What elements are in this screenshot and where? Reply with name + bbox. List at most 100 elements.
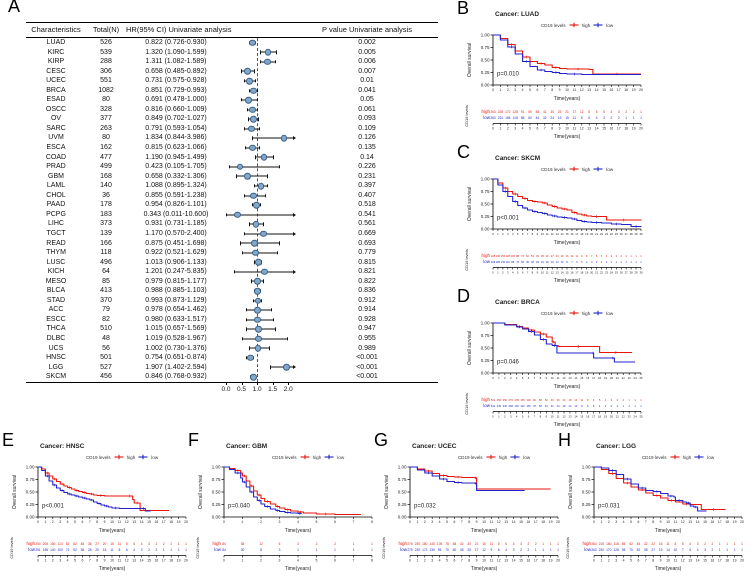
legend-item-label: low [606,166,614,172]
svg-text:4: 4 [611,110,613,114]
svg-text:3: 3 [510,415,512,419]
svg-text:15: 15 [565,232,569,236]
svg-text:17: 17 [534,520,538,524]
x-axis-label: Time(years) [99,528,126,534]
hr-point [234,211,241,218]
svg-text:20: 20 [95,548,99,552]
p-value: 0.002 [358,39,376,47]
svg-text:8: 8 [675,542,677,546]
risk-row-label: high [481,109,490,114]
svg-text:7: 7 [544,127,546,131]
svg-text:6: 6 [133,542,135,546]
hr-point [264,49,272,56]
svg-text:13: 13 [569,404,572,408]
svg-text:14: 14 [574,398,577,402]
p-value: 0.693 [358,239,376,247]
svg-text:16: 16 [659,542,663,546]
svg-text:220: 220 [599,548,605,552]
svg-text:1: 1 [630,260,632,264]
svg-text:450: 450 [497,398,502,402]
svg-text:172: 172 [505,110,511,114]
svg-text:8: 8 [652,520,654,524]
forest-row: LIHC 373 0.931 (0.731-1.185) 0.561 [26,219,438,229]
svg-text:14: 14 [696,520,700,524]
svg-text:25: 25 [467,548,471,552]
svg-text:15: 15 [147,559,151,563]
svg-text:3: 3 [279,548,281,552]
svg-text:2: 2 [712,542,714,546]
hr-ci-text: 1.311 (1.082-1.589) [145,58,207,66]
svg-text:32: 32 [546,254,549,258]
svg-text:30: 30 [550,110,554,114]
total-n: 413 [100,287,112,295]
svg-text:68: 68 [539,398,542,402]
total-n: 80 [102,96,110,104]
svg-text:258: 258 [509,404,514,408]
cancer-name: LAML [46,182,66,190]
svg-text:28: 28 [630,232,634,236]
svg-text:4: 4 [505,548,507,552]
svg-text:20: 20 [184,520,188,524]
total-n: 140 [100,182,112,190]
svg-text:1: 1 [242,559,244,563]
svg-text:60: 60 [528,116,532,120]
cancer-name: READ [46,239,66,247]
cancer-name: UCEC [46,77,66,85]
svg-text:0: 0 [492,271,494,275]
svg-text:6: 6 [596,110,598,114]
forest-row: KIRC 539 1.320 (1.090-1.599) 0.005 [26,48,438,58]
hr-point [254,344,262,352]
cancer-name: ESCA [46,144,66,152]
svg-text:180: 180 [422,542,428,546]
svg-text:6: 6 [126,548,128,552]
ci-cap-left [244,126,246,131]
svg-text:82: 82 [66,542,70,546]
svg-text:541: 541 [491,404,496,408]
svg-text:4: 4 [623,520,625,524]
svg-text:228: 228 [491,254,496,258]
legend-item-label: low [707,454,715,460]
hr-ci-text: 1.170 (0.570-2.400) [145,229,207,237]
km-plot: 1.000.750.500.250.000 1 2 3 4 5 6 7 8 9 10 11 12 13 14… [384,465,560,534]
svg-text:2: 2 [504,376,506,380]
hr-point [250,192,257,199]
svg-text:25: 25 [615,271,619,275]
forest-marker-cell [226,296,296,306]
total-n: 85 [102,277,110,285]
svg-text:20: 20 [546,260,549,264]
svg-text:0: 0 [492,127,494,131]
km-curve-high [493,178,642,221]
svg-text:62: 62 [629,542,633,546]
svg-text:12: 12 [551,271,555,275]
legend-item-label: low [151,454,159,460]
svg-text:2: 2 [148,548,150,552]
svg-text:15: 15 [703,520,707,524]
svg-text:6: 6 [453,559,455,563]
svg-text:10: 10 [541,232,545,236]
svg-text:264: 264 [591,542,597,546]
svg-text:2: 2 [621,254,623,258]
km-panel-luad: B Cancer: LUAD CD19 levels high low 1.00 0.75 0… [455,0,647,142]
svg-text:11: 11 [674,559,678,563]
svg-text:1: 1 [628,404,630,408]
svg-text:32: 32 [551,404,554,408]
forest-row: KIRP 288 1.311 (1.082-1.589) 0.006 [26,57,438,67]
svg-text:4: 4 [439,559,441,563]
low-legend-key-icon [593,310,603,316]
axis-tick [257,382,259,386]
risk-table-label: CD19 levels [464,105,469,127]
svg-text:24: 24 [610,271,614,275]
forest-row: LGG 527 1.907 (1.402-2.594) <0.001 [26,363,438,373]
hr-point [250,373,257,381]
svg-text:19: 19 [585,232,589,236]
y-axis-label: Overall survival [384,475,390,509]
ci-cap-right [274,327,276,331]
cancer-name: LGG [48,363,64,371]
svg-text:2: 2 [156,548,158,552]
forest-marker-cell [226,258,296,268]
svg-text:30: 30 [241,548,245,552]
svg-text:0: 0 [37,520,39,524]
svg-text:14: 14 [666,548,670,552]
high-legend-key-icon [300,454,310,460]
total-n: 377 [100,115,112,123]
